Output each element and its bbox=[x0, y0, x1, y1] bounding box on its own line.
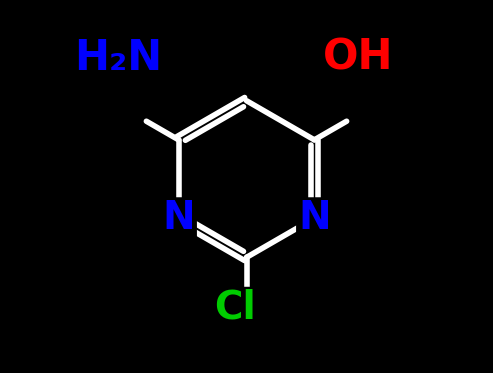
Text: Cl: Cl bbox=[214, 289, 256, 327]
Text: OH: OH bbox=[323, 37, 393, 79]
Text: H₂N: H₂N bbox=[74, 37, 162, 79]
Text: N: N bbox=[162, 199, 195, 237]
Text: N: N bbox=[298, 199, 331, 237]
